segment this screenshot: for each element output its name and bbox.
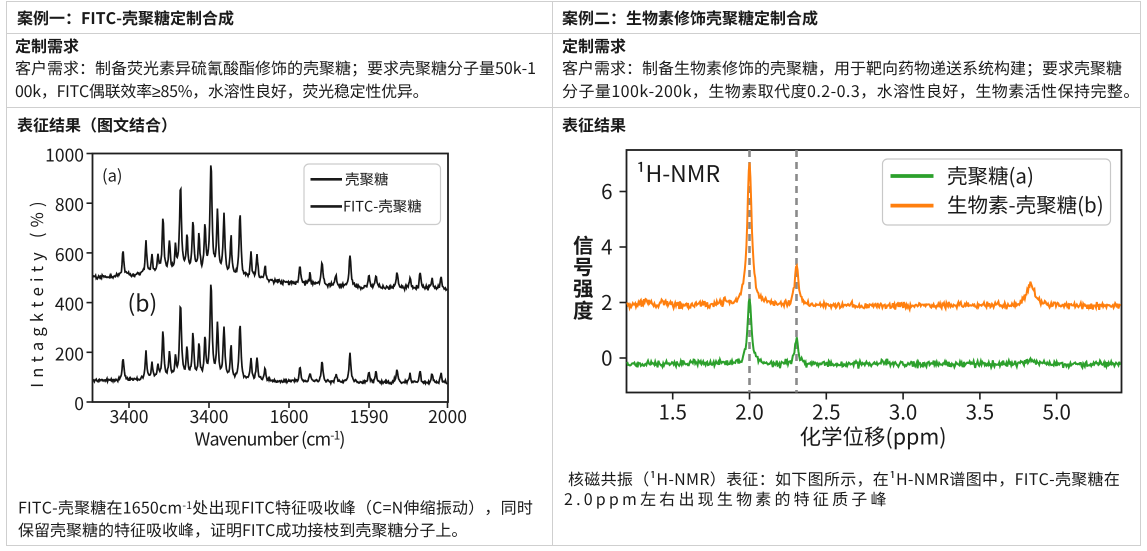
svg-text:Intagkteity (%): Intagkteity (%) [24, 196, 48, 388]
svg-text:600: 600 [55, 242, 84, 267]
svg-text:壳聚糖: 壳聚糖 [345, 169, 389, 190]
svg-text:度: 度 [573, 294, 594, 324]
svg-text:200: 200 [55, 341, 84, 366]
svg-text:化学位移(ppm): 化学位移(ppm) [799, 421, 946, 452]
svg-text:2.5: 2.5 [812, 396, 840, 426]
svg-text:Wavenumber (cm-1): Wavenumber (cm-1) [195, 426, 346, 452]
svg-text:FITC-壳聚糖: FITC-壳聚糖 [343, 196, 422, 217]
svg-text:1.5: 1.5 [658, 396, 686, 426]
svg-text:壳聚糖(a): 壳聚糖(a) [947, 160, 1034, 190]
svg-text:0: 0 [601, 342, 612, 372]
svg-text:5.0: 5.0 [1042, 396, 1070, 426]
svg-text:3.0: 3.0 [889, 396, 917, 426]
svg-text:¹H-NMR: ¹H-NMR [636, 155, 720, 189]
svg-text:信: 信 [573, 229, 594, 259]
svg-text:4: 4 [601, 231, 612, 261]
svg-text:3400: 3400 [110, 404, 149, 429]
svg-text:强: 强 [573, 272, 594, 302]
svg-text:(a): (a) [102, 163, 122, 187]
svg-text:800: 800 [55, 192, 84, 217]
svg-text:1000: 1000 [45, 143, 84, 168]
svg-text:生物素-壳聚糖(b): 生物素-壳聚糖(b) [947, 189, 1104, 219]
svg-text:2: 2 [601, 286, 612, 316]
svg-text:1600: 1600 [270, 404, 309, 429]
svg-text:(b): (b) [128, 285, 158, 319]
svg-text:2000: 2000 [428, 404, 467, 429]
svg-text:0: 0 [74, 391, 84, 416]
svg-text:6: 6 [601, 175, 612, 205]
svg-text:2.0: 2.0 [735, 396, 763, 426]
svg-text:号: 号 [573, 251, 594, 281]
svg-text:3400: 3400 [190, 404, 229, 429]
svg-text:3.5: 3.5 [966, 396, 994, 426]
svg-text:400: 400 [55, 292, 84, 317]
svg-text:1590: 1590 [350, 404, 389, 429]
